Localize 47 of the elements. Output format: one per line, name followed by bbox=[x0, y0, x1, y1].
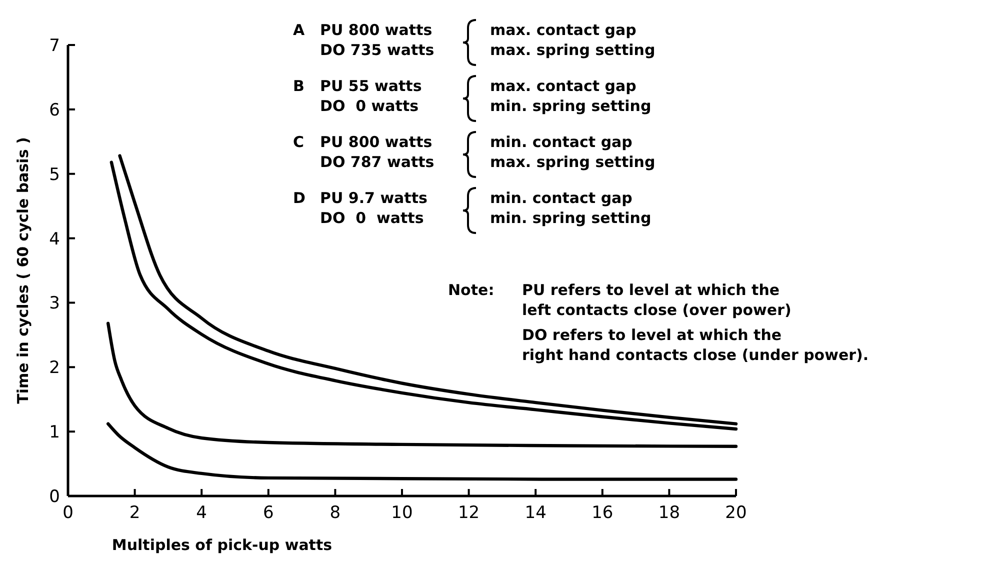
annotation: DO refers to level at which the bbox=[522, 326, 782, 344]
annotation: PU 55 watts bbox=[320, 77, 422, 95]
x-tick-label: 16 bbox=[592, 503, 614, 523]
x-tick-label: 12 bbox=[458, 503, 480, 523]
y-tick-label: 1 bbox=[49, 422, 60, 443]
y-tick-label: 0 bbox=[49, 487, 60, 507]
text: max. contact gap bbox=[490, 21, 637, 39]
annotation: min. spring setting bbox=[490, 209, 652, 227]
text: PU 800 watts bbox=[320, 21, 432, 39]
annotation: D bbox=[293, 189, 306, 207]
annotation: DO 0 watts bbox=[320, 97, 419, 115]
y-tick-label: 6 bbox=[49, 100, 60, 120]
annotation: C bbox=[293, 133, 304, 151]
annotation: max. spring setting bbox=[490, 41, 656, 59]
x-tick-label: 10 bbox=[391, 503, 413, 523]
line-series bbox=[106, 422, 738, 481]
annotation: min. spring setting bbox=[490, 97, 652, 115]
x-tick-label: 2 bbox=[129, 503, 140, 523]
x-tick-label: 8 bbox=[330, 503, 341, 523]
y-tick-label: 7 bbox=[49, 36, 60, 56]
annotation: PU refers to level at which the bbox=[522, 281, 780, 299]
annotation: max. contact gap bbox=[490, 77, 637, 95]
annotation: B bbox=[293, 77, 304, 95]
annotation: min. contact gap bbox=[490, 189, 633, 207]
x-tick-label: 14 bbox=[524, 503, 546, 523]
x-tick-label: 20 bbox=[725, 503, 747, 523]
text: A bbox=[293, 21, 305, 39]
x-tick-label: 0 bbox=[62, 503, 74, 523]
y-tick-label: 4 bbox=[49, 229, 60, 250]
y-tick-label: 2 bbox=[49, 358, 60, 378]
y-tick-label: 5 bbox=[49, 164, 60, 185]
annotation: DO 0 watts bbox=[320, 209, 424, 227]
x-tick-label: 18 bbox=[658, 503, 680, 523]
annotation: max. spring setting bbox=[490, 153, 656, 171]
annotation: left contacts close (over power) bbox=[522, 301, 792, 319]
annotation: PU 800 watts bbox=[320, 133, 432, 151]
x-tick-label: 6 bbox=[262, 503, 274, 523]
annotation: PU 9.7 watts bbox=[320, 189, 428, 207]
annotation: DO 735 watts bbox=[320, 41, 434, 59]
annotation: DO 787 watts bbox=[320, 153, 434, 171]
y-axis-title: Time in cycles ( 60 cycle basis ) bbox=[14, 137, 32, 404]
annotation: Note: bbox=[448, 281, 494, 299]
annotation: right hand contacts close (under power). bbox=[522, 346, 869, 364]
annotation: min. contact gap bbox=[490, 133, 633, 151]
x-tick-label: 4 bbox=[196, 503, 208, 523]
x-axis-title: Multiples of pick-up watts bbox=[112, 536, 332, 554]
y-tick-label: 3 bbox=[49, 294, 60, 314]
